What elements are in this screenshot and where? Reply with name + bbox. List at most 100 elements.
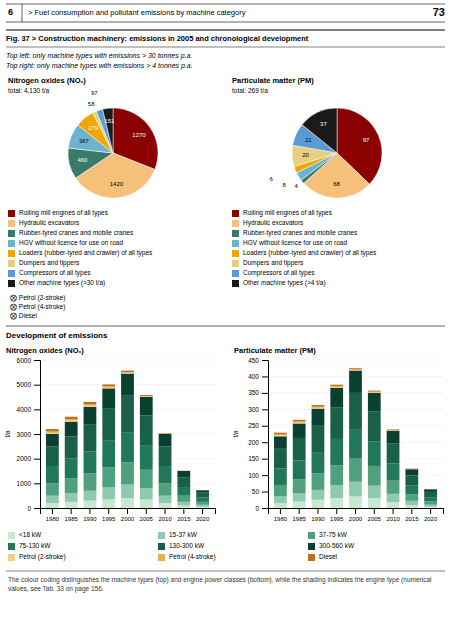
plot-area: 0501001502002503003504004501980198519901… — [248, 357, 443, 523]
header-left: 6 — [8, 7, 13, 17]
tick-label: 1985 — [292, 516, 306, 522]
bar — [84, 402, 97, 404]
bar — [368, 393, 381, 412]
bar — [368, 412, 381, 442]
annotation: ⨂ Diesel — [10, 312, 37, 320]
tick: 350 — [248, 389, 268, 396]
tick-label: 0 — [27, 505, 31, 512]
chart-title: Nitrogen oxides (NOₓ) — [8, 76, 86, 85]
tick-mark — [34, 459, 40, 460]
bar — [121, 374, 134, 396]
tick-mark — [52, 508, 53, 514]
tick: 1985 — [64, 508, 78, 522]
bar — [293, 438, 306, 460]
bar — [274, 433, 287, 435]
legend-swatch — [232, 280, 239, 287]
axis-line — [269, 509, 444, 515]
legend-label: Dumpers and tippers — [243, 259, 304, 267]
bar — [368, 390, 381, 392]
tick-label: 2000 — [121, 516, 135, 522]
tick-label: 2020 — [424, 516, 438, 522]
tick: 2000 — [121, 508, 135, 522]
bar — [405, 468, 418, 469]
bar — [405, 469, 418, 470]
bar — [349, 393, 362, 429]
tick: 5000 — [17, 381, 40, 388]
pie-slice — [302, 108, 337, 153]
legend-label: Petrol (2-stroke) — [19, 553, 66, 561]
bar — [196, 490, 209, 491]
plot-area: 0100020003000400050006000198019851990199… — [17, 357, 216, 523]
tick-label: 200 — [248, 439, 259, 446]
bar — [330, 385, 343, 387]
grid — [268, 360, 443, 508]
tick-label: 1980 — [46, 516, 60, 522]
bar — [196, 507, 209, 508]
bar — [274, 435, 287, 437]
bar — [121, 396, 134, 433]
page: 6 > Fuel consumption and pollutant emissi… — [0, 0, 451, 640]
bar — [312, 405, 325, 407]
bar — [196, 498, 209, 502]
tick: 2020 — [424, 508, 438, 522]
bar — [387, 502, 400, 508]
bar — [177, 477, 190, 487]
legend-label: Rubber-tyred cranes and mobile cranes — [19, 229, 134, 237]
tick-mark — [336, 508, 337, 514]
tick-mark — [299, 508, 300, 514]
bar — [405, 505, 418, 508]
bar — [274, 469, 287, 485]
header-mid: > Fuel consumption and pollutant emissio… — [28, 8, 246, 17]
legend-swatch — [8, 532, 15, 539]
pie-chart: Nitrogen oxides (NOₓ)total: 4,130 t/a127… — [8, 76, 158, 320]
tick: 2020 — [196, 508, 210, 522]
tick-mark — [34, 409, 40, 410]
bar — [349, 368, 362, 370]
bar — [102, 387, 115, 389]
legend-swatch — [232, 240, 239, 247]
bar — [102, 487, 115, 499]
bar-chart: Nitrogen oxides (NOₓ)0100020003000400050… — [4, 346, 216, 522]
legend-label: Other machine types (>30 t/a) — [19, 279, 105, 287]
axis-line — [34, 361, 41, 509]
bar — [424, 489, 437, 490]
tick-mark — [34, 508, 40, 509]
legend-swatch — [8, 280, 15, 287]
tick-label: 2010 — [158, 516, 172, 522]
tick-mark — [355, 508, 356, 514]
bar — [140, 397, 153, 416]
tick-mark — [262, 360, 268, 361]
chart-title: Nitrogen oxides (NOₓ) — [6, 346, 84, 355]
tick-mark — [127, 508, 128, 514]
bar — [140, 395, 153, 397]
grid-line — [40, 360, 215, 361]
tick: 250 — [248, 422, 268, 429]
bar — [102, 408, 115, 440]
bar — [159, 433, 172, 434]
bar — [312, 452, 325, 473]
legend-swatch — [232, 270, 239, 277]
bar — [196, 502, 209, 505]
bar — [274, 503, 287, 508]
bar — [159, 434, 172, 446]
bar — [65, 417, 78, 419]
bar — [330, 408, 343, 439]
bar — [46, 434, 59, 446]
tick: 1995 — [102, 508, 116, 522]
footer-line: values, see Tab. 33 on page 156. — [8, 585, 104, 593]
data-label: 367 — [79, 137, 90, 143]
data-label: 58 — [88, 101, 95, 107]
bar — [140, 445, 153, 470]
bar — [84, 406, 97, 407]
tick: 6000 — [17, 357, 40, 364]
tick: 2005 — [140, 508, 154, 522]
bar — [159, 466, 172, 483]
tick: 2015 — [177, 508, 191, 522]
data-label: 97 — [363, 137, 370, 143]
legend-label: Rolling mill engines of all types — [19, 209, 109, 217]
legend-label: 15-37 kW — [169, 531, 198, 538]
bar — [293, 422, 306, 424]
pie: 9768486202137 — [269, 108, 382, 198]
legend-swatch — [8, 543, 15, 550]
tick-mark — [34, 434, 40, 435]
